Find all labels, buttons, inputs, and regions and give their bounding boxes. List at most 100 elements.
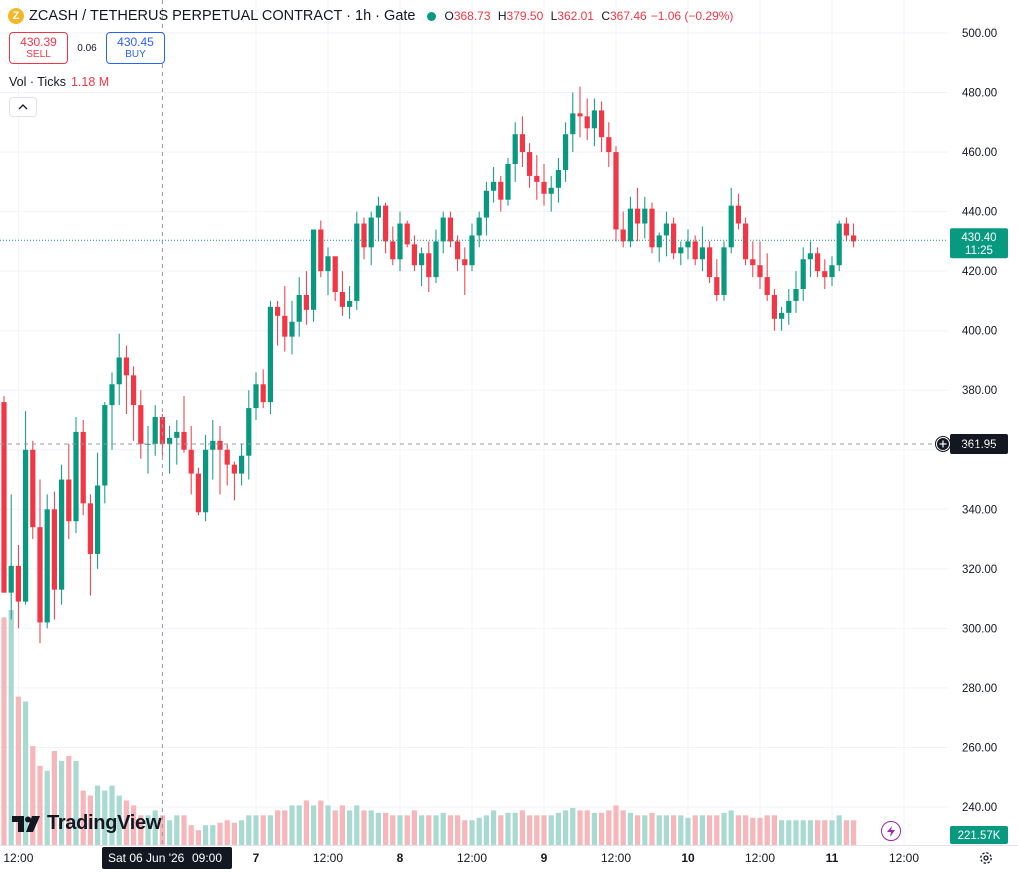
tradingview-logo[interactable]: TradingView (12, 812, 161, 835)
y-tick-label: 420.00 (962, 266, 997, 278)
candle-body (66, 479, 72, 522)
symbol-title[interactable]: ZCASH / TETHERUS PERPETUAL CONTRACT · 1h… (29, 8, 416, 24)
candle-body (138, 405, 144, 444)
volume-bar (181, 815, 187, 845)
volume-bar (548, 815, 554, 845)
volume-bar (620, 810, 626, 845)
crosshair-date-label: Sat 06 Jun '26 (108, 851, 185, 865)
volume-bar (678, 815, 684, 845)
candle-body (843, 223, 849, 236)
candle-body (483, 190, 489, 218)
volume-bar (807, 820, 813, 845)
volume-bar (109, 785, 115, 845)
volume-bar (541, 815, 547, 845)
candle-body (303, 294, 309, 310)
volume-bar (123, 800, 129, 845)
candle-body (447, 217, 453, 242)
candle-body (383, 205, 389, 242)
candle-body (591, 110, 597, 129)
gear-icon[interactable] (978, 850, 994, 866)
candle-body (339, 291, 345, 307)
volume-bar (203, 825, 209, 845)
candle-body (671, 223, 677, 254)
candle-body (181, 431, 187, 450)
volume-bar (642, 815, 648, 845)
volume-bar (30, 746, 36, 845)
lightning-icon[interactable] (881, 821, 901, 841)
candle-body (836, 223, 842, 266)
collapse-legend-button[interactable] (9, 97, 37, 117)
candle-body (635, 208, 641, 224)
candle-body (685, 241, 691, 248)
candle-body (239, 455, 245, 474)
candle-body (260, 384, 266, 403)
x-tick-label: 12:00 (313, 851, 343, 865)
volume-bar (815, 820, 821, 845)
candle-body (73, 431, 79, 522)
volume-bar (685, 817, 691, 845)
y-tick-label: 340.00 (962, 504, 997, 516)
candle-body (15, 565, 21, 602)
volume-bar (764, 815, 770, 845)
candle-body (1, 402, 7, 593)
candle-body (51, 509, 57, 590)
volume-bar (188, 825, 194, 845)
x-tick-label: 12:00 (889, 851, 919, 865)
candle-body (354, 223, 360, 301)
volume-bar (555, 812, 561, 845)
volume-bar (851, 820, 857, 845)
candle-body (210, 440, 216, 450)
add-alert-plus-icon[interactable] (935, 435, 951, 452)
volume-bar (627, 812, 633, 845)
volume-bar (771, 815, 777, 845)
volume-bar (332, 810, 338, 845)
crosshair-time-label: 09:00 (192, 851, 222, 865)
price-axis[interactable]: 500.00 480.00 460.00 440.00 420.00 400.00 380.… (962, 28, 997, 814)
volume-bar (829, 820, 835, 845)
volume-bar (195, 830, 201, 845)
candle-body (627, 208, 633, 242)
candle-body (476, 217, 482, 236)
crosshair-price-label: 361.95 (961, 439, 996, 451)
volume-bar (296, 805, 302, 845)
volume-bar (426, 815, 432, 845)
candle-body (347, 300, 353, 307)
volume-bar (534, 815, 540, 845)
candle-body (433, 241, 439, 278)
volume-bar (822, 820, 828, 845)
time-axis[interactable]: 12:00 7 12:00 8 12:00 9 12:00 10 12:00 11 12:00 (3, 851, 919, 865)
volume-bar (390, 815, 396, 845)
volume-bar (663, 815, 669, 845)
candle-body (714, 277, 720, 295)
candle-body (807, 253, 813, 260)
candle-body (397, 223, 403, 260)
candle-body (23, 449, 29, 602)
buy-button[interactable]: 430.45 BUY (106, 32, 165, 64)
volume-bar (325, 805, 331, 845)
chevron-up-icon (18, 104, 28, 110)
zcash-coin-icon: Z (8, 8, 24, 24)
volume-bar (87, 795, 93, 845)
volume-last-label-bg (950, 826, 1008, 844)
candle-body (123, 357, 129, 376)
volume-bar (793, 820, 799, 845)
market-status-dot-icon[interactable] (427, 11, 437, 21)
candle-body (87, 503, 93, 554)
volume-bar (311, 805, 317, 845)
ohlc-values: O368.73 H379.50 L362.01 C367.46 (444, 9, 647, 23)
y-tick-label: 480.00 (962, 88, 997, 100)
candle-body (692, 241, 698, 260)
candle-body (620, 229, 626, 242)
volume-bar (728, 810, 734, 845)
x-tick-label: 12:00 (745, 851, 775, 865)
candlesticks (1, 86, 857, 644)
volume-bar (80, 790, 86, 845)
volume-bar (1, 617, 7, 845)
y-tick-label: 460.00 (962, 147, 997, 159)
volume-legend[interactable]: Vol · Ticks 1.18 M (9, 75, 110, 89)
y-tick-label: 400.00 (962, 326, 997, 338)
volume-bar (102, 790, 108, 845)
sell-button[interactable]: 430.39 SELL (9, 32, 68, 64)
